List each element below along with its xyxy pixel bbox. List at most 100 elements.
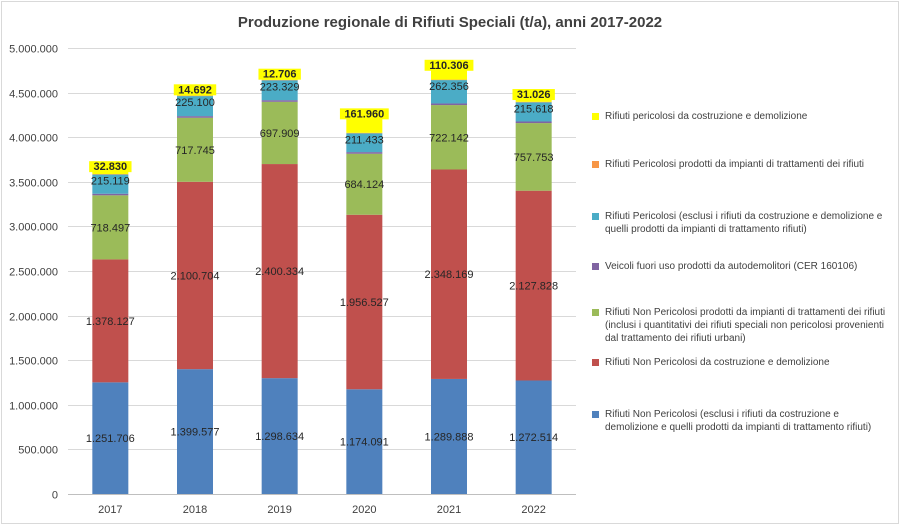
data-label: 697.909 [260,128,300,140]
legend-swatch [592,161,599,168]
data-label: 262.356 [429,81,469,93]
bar-segment [261,378,298,494]
x-tick-label: 2021 [437,504,461,516]
bar-segment [92,259,129,383]
bar-segment [515,99,552,102]
data-label: 31.026 [517,89,551,101]
x-tick-label: 2022 [521,504,545,516]
bar-segment [515,380,552,494]
legend-item: Rifiuti Non Pericolosi (esclusi i rifiut… [592,408,892,434]
data-label: 2.127.828 [509,281,558,293]
bar-segment [177,95,213,97]
y-tick-label: 4.000.000 [9,133,58,145]
bar-segment [346,133,383,153]
data-label: 2.400.334 [255,266,304,278]
bar-segment [92,174,129,194]
data-label: 1.956.527 [340,297,389,309]
bar-segment [261,164,298,379]
data-label: 1.272.514 [509,432,558,444]
gridlines [68,48,576,495]
data-label: 211.433 [345,134,384,146]
data-label: 1.251.706 [86,433,135,445]
bar-segment [431,105,467,170]
bar-segment [346,152,383,154]
data-label: 1.298.634 [255,431,304,443]
bar-segment [431,103,467,106]
data-label-background [173,84,217,96]
x-tick-label: 2017 [98,504,122,516]
legend-label: Rifiuti Non Pericolosi (esclusi i rifiut… [605,409,872,433]
data-label: 717.745 [175,145,215,157]
bar-segment [261,80,298,101]
bar-segment [515,102,552,122]
y-tick-label: 2.500.000 [9,267,58,279]
bar-segment [92,174,129,175]
legend-swatch [592,213,599,220]
data-label-background [89,161,132,173]
bar-segment [346,132,383,134]
bar-segment [515,190,552,381]
data-label: 223.329 [260,81,300,93]
legend-label: Rifiuti Non Pericolosi da costruzione e … [605,357,830,368]
legend-item: Rifiuti pericolosi da costruzione e demo… [592,110,892,123]
legend-swatch [592,309,599,316]
bar-segment [177,117,213,182]
data-label: 1.399.577 [171,427,220,439]
data-label: 161.960 [344,108,384,120]
data-label: 1.378.127 [86,316,135,328]
data-label: 757.753 [514,152,554,164]
bar-segment [431,79,467,81]
data-label: 718.497 [90,222,130,234]
bar-segment [515,123,552,191]
data-labels: 1.251.706 1.378.127 718.497 215.119 32.830 1.… [86,59,558,449]
y-tick-label: 3.500.000 [9,178,58,190]
data-label: 12.706 [263,69,297,81]
y-tick-label: 3.000.000 [9,222,58,234]
bar-segment [261,101,298,165]
bar-segment [431,169,467,379]
bar-segment [515,121,552,124]
bar-segment [177,96,213,117]
data-label: 14.692 [178,84,212,96]
data-label: 1.174.091 [340,437,389,449]
x-tick-label: 2020 [352,504,376,516]
y-tick-label: 500.000 [18,445,58,457]
data-label: 110.306 [429,60,468,72]
legend-item: Rifiuti Pericolosi prodotti da impianti … [592,158,892,171]
bar-segment [346,214,383,390]
bar-segment [177,369,213,494]
y-tick-label: 0 [52,490,58,502]
data-label-background [258,68,301,80]
y-tick-label: 4.500.000 [9,89,58,101]
y-tick-label: 1.000.000 [9,401,58,413]
bar-segment [431,378,467,494]
legend-swatch [592,263,599,270]
bar-segment [346,389,383,494]
bar-segment [177,116,213,118]
y-tick-label: 5.000.000 [9,44,58,56]
x-axis-ticks: 2017 2018 2019 2020 2021 2022 [98,504,546,516]
bar-segment [92,382,129,494]
bar-segment [431,69,467,80]
data-label: 215.119 [91,176,130,188]
data-label-background [424,59,474,71]
legend-swatch [592,359,599,366]
bar-segment [261,100,298,102]
legend-label: Rifiuti Pericolosi prodotti da impianti … [605,159,864,170]
bar-segment [346,118,383,133]
x-tick-label: 2018 [183,504,207,516]
data-label: 1.289.888 [425,431,474,443]
data-label: 225.100 [175,97,215,109]
data-label-background [512,89,555,101]
data-label: 722.142 [429,132,469,144]
chart-title: Produzione regionale di Rifiuti Speciali… [238,14,662,31]
bar-segment [346,153,383,215]
y-axis-ticks: 0 500.000 1.000.000 1.500.000 2.000.000 2.500… [9,44,58,502]
bar-segment [261,79,298,81]
bars [92,69,552,494]
legend-item: Rifiuti Pericolosi (esclusi i rifiuti da… [592,210,892,236]
legend-item: Rifiuti Non Pericolosi da costruzione e … [592,356,892,369]
bar-segment [92,193,129,196]
legend-item: Veicoli fuori uso prodotti da autodemoli… [592,260,892,273]
legend-label: Veicoli fuori uso prodotti da autodemoli… [605,261,858,272]
